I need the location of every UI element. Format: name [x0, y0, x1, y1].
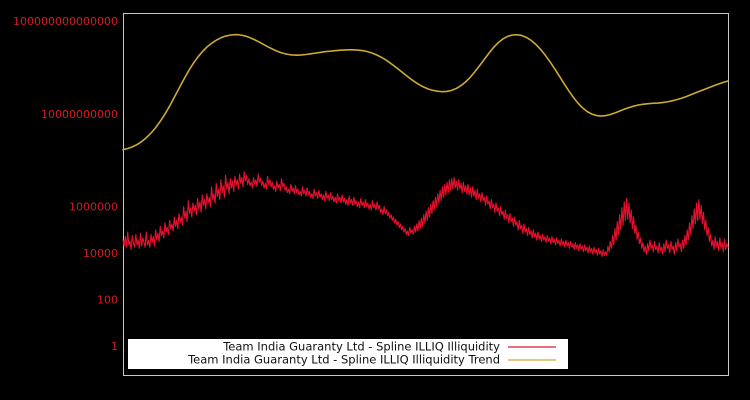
chart-legend[interactable]: Team India Guaranty Ltd - Spline ILLIQ I… — [128, 339, 568, 369]
data-series-group — [122, 33, 729, 258]
y-axis-tick-label: 100 — [97, 294, 118, 307]
y-axis-tick-labels: 100000000000000 10000000000 1000000 10000 10… — [13, 15, 118, 353]
legend-background — [128, 339, 568, 369]
y-axis-tick-label: 100000000000000 — [13, 15, 118, 28]
series-line-illiquidity-trend — [122, 33, 729, 151]
legend-entry-label[interactable]: Team India Guaranty Ltd - Spline ILLIQ I… — [187, 353, 500, 367]
legend-entry-label[interactable]: Team India Guaranty Ltd - Spline ILLIQ I… — [222, 340, 500, 354]
plot-area-frame — [123, 13, 729, 376]
y-axis-tick-label: 10000000000 — [41, 108, 118, 121]
series-line-illiquidity — [122, 171, 729, 258]
y-axis-tick-label: 10000 — [83, 247, 118, 260]
y-axis-tick-label: 1 — [111, 340, 118, 353]
y-axis-tick-label: 1000000 — [69, 201, 118, 214]
